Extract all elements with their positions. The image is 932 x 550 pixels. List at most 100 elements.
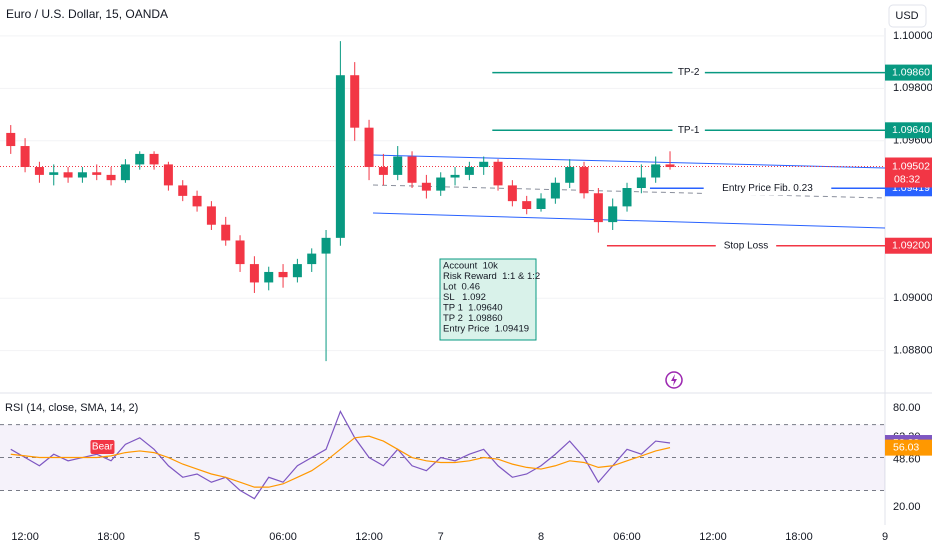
info-line: Account 10k [443, 261, 498, 272]
candle-body [536, 198, 546, 209]
candle-body [178, 185, 188, 196]
info-line: Lot 0.46 [443, 282, 480, 293]
y-tick-label: 20.00 [893, 501, 921, 513]
level-price-box [885, 237, 932, 254]
candle-body [221, 224, 231, 241]
info-line: TP 2 1.09860 [443, 313, 503, 324]
level-label-bg [715, 238, 777, 253]
y-tick-label: 80.00 [893, 402, 921, 414]
candle-body [249, 264, 259, 283]
candle-body [421, 182, 431, 191]
candle-body [507, 185, 517, 202]
info-line: Risk Reward 1:1 & 1:2 [443, 271, 540, 282]
candle-body [364, 127, 374, 168]
level-label-bg [703, 181, 832, 196]
y-tick-label: 1.09800 [893, 82, 932, 94]
x-tick-label: 12:00 [699, 531, 727, 543]
candle-body [622, 188, 632, 207]
level-label-bg [672, 65, 705, 80]
candle-body [206, 206, 216, 225]
x-tick-label: 18:00 [785, 531, 813, 543]
y-tick-label: 1.09000 [893, 292, 932, 304]
candle-body [665, 164, 675, 168]
candle-body [77, 172, 87, 178]
candle-body [479, 161, 489, 168]
level-price-box [885, 122, 932, 139]
x-tick-label: 06:00 [613, 531, 641, 543]
candle-body [579, 167, 589, 194]
level-label: Stop Loss [724, 240, 768, 251]
level-label: TP-2 [678, 67, 700, 78]
candle-body [550, 182, 560, 199]
info-line: TP 1 1.09640 [443, 303, 503, 314]
channel-upper [372, 154, 886, 169]
x-tick-label: 9 [882, 531, 888, 543]
candle-body [235, 240, 245, 265]
x-tick-label: 06:00 [269, 531, 297, 543]
level-price-box [885, 64, 932, 81]
candle-body [378, 167, 388, 175]
candle-body [292, 264, 302, 278]
y-tick-label: 1.08800 [893, 345, 932, 357]
candle-body [522, 201, 532, 209]
candle-body [321, 237, 331, 254]
candle-body [34, 167, 44, 175]
x-tick-label: 12:00 [11, 531, 39, 543]
candle-body [464, 167, 474, 175]
value-label: 56.03 [893, 441, 919, 453]
currency-label: USD [895, 10, 918, 22]
candle-body [149, 153, 159, 165]
x-tick-label: 18:00 [97, 531, 125, 543]
candle-body [6, 132, 16, 147]
candle-body [335, 75, 345, 238]
candle-body [120, 164, 130, 181]
chart-title: Euro / U.S. Dollar, 15, OANDA [6, 7, 168, 21]
candle-body [163, 164, 173, 186]
rsi-line [10, 435, 671, 488]
candle-body [636, 177, 646, 189]
candle-body [651, 164, 661, 178]
candle-body [436, 177, 446, 191]
info-box [439, 258, 537, 341]
level-price: 1.09640 [892, 124, 930, 136]
candle-body [278, 271, 288, 278]
x-tick-label: 12:00 [355, 531, 383, 543]
annotation-box [90, 440, 115, 454]
level-label: Entry Price Fib. 0.23 [722, 183, 813, 194]
candle-body [608, 206, 618, 223]
rsi-line [10, 410, 671, 500]
annotation-label: Bear [92, 442, 114, 453]
candle-body [450, 174, 460, 178]
current-price-label: 1.09502 [892, 160, 930, 172]
x-tick-label: 5 [194, 531, 200, 543]
y-tick-label: 48.60 [893, 454, 921, 466]
y-tick-label: 1.10000 [893, 30, 932, 42]
level-label-bg [672, 123, 705, 138]
current-price-box [885, 157, 932, 188]
candle-body [393, 156, 403, 175]
info-line: Entry Price 1.09419 [443, 324, 529, 335]
channel-lower [372, 212, 886, 229]
info-line: SL 1.092 [443, 292, 486, 303]
candle-body [593, 193, 603, 223]
x-tick-label: 7 [438, 531, 444, 543]
candle-body [92, 172, 102, 175]
level-price: 1.09860 [892, 66, 930, 78]
candle-body [493, 161, 503, 186]
candle-body [307, 253, 317, 265]
candle-body [192, 195, 202, 207]
candle-body [565, 167, 575, 183]
candle-body [407, 156, 417, 183]
level-label: TP-1 [678, 125, 700, 136]
rsi-title: RSI (14, close, SMA, 14, 2) [5, 402, 138, 414]
countdown: 08:32 [894, 173, 920, 185]
candle-body [350, 75, 360, 128]
value-box [885, 439, 932, 456]
currency-button[interactable] [888, 4, 927, 28]
candle-body [20, 146, 30, 168]
x-tick-label: 8 [538, 531, 544, 543]
level-price: 1.09200 [892, 240, 930, 252]
alert-icon[interactable] [665, 371, 683, 389]
